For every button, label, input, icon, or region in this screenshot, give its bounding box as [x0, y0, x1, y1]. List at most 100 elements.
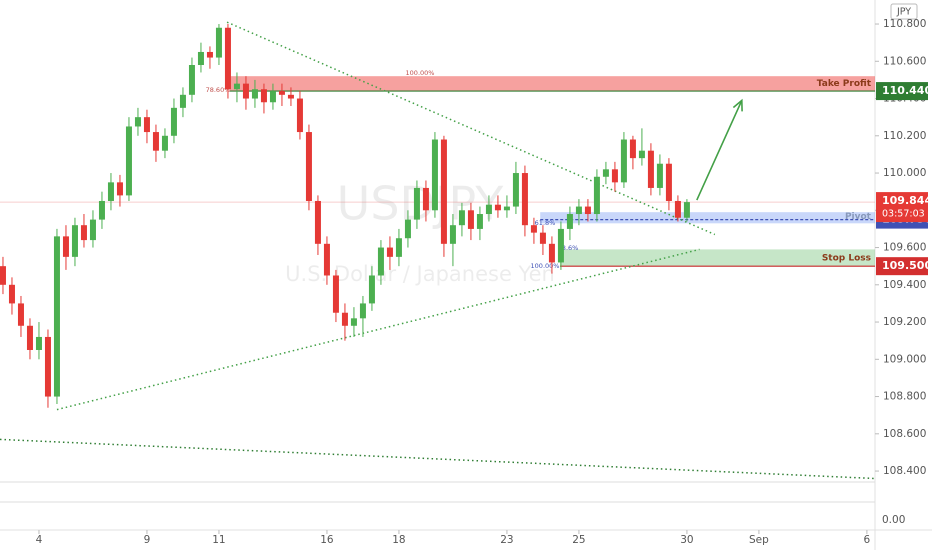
candle-body	[422, 187, 429, 211]
candle-body	[98, 200, 105, 220]
candle-body	[557, 228, 564, 263]
candle-body	[287, 94, 294, 99]
candle-body	[107, 182, 114, 201]
candle-body	[638, 150, 645, 159]
fib-label: 100.00%	[406, 69, 435, 77]
y-tick-label: 109.200	[883, 316, 926, 328]
candle-body	[224, 27, 231, 90]
candle-body	[161, 135, 168, 151]
candle-body	[476, 214, 483, 229]
currency: JPY	[896, 7, 911, 18]
x-tick-label: 25	[572, 534, 585, 546]
candle-body	[233, 83, 240, 90]
candle-body	[665, 163, 672, 201]
fib-label: 78.60%	[206, 86, 231, 94]
candle-body	[440, 139, 447, 244]
candle-body	[359, 303, 366, 319]
candle-body	[242, 83, 249, 99]
watermark-symbol: USDJPY	[337, 177, 505, 231]
candle-body	[269, 91, 276, 103]
trendline	[0, 438, 876, 480]
candle-body	[26, 325, 33, 350]
x-tick-label: 6	[864, 534, 871, 546]
candle-body	[197, 51, 204, 66]
y-tick-label: 110.600	[883, 55, 926, 67]
candle-body	[251, 89, 258, 99]
candle-body	[71, 225, 78, 257]
candle-body	[512, 173, 519, 207]
candle-body	[17, 303, 24, 326]
candle-body	[656, 163, 663, 188]
candle-body	[314, 200, 321, 244]
candle-body	[575, 206, 582, 215]
fib-label: 78.6%	[558, 244, 579, 252]
y-tick-label: 109.600	[883, 242, 926, 254]
volume-pane-label: 0.00	[882, 514, 905, 526]
candle-body	[602, 169, 609, 177]
candle-body	[89, 219, 96, 241]
candle-body	[386, 247, 393, 257]
candle-body	[647, 150, 654, 188]
candle-body	[674, 200, 681, 218]
candle-body	[530, 225, 537, 233]
candle-body	[143, 117, 150, 133]
watermark-description: U.S. Dollar / Japanese Yen	[285, 262, 555, 286]
candle-body	[332, 275, 339, 313]
y-tick-label: 110.200	[883, 130, 926, 142]
y-tick-label: 110.800	[883, 18, 926, 30]
candle-body	[629, 139, 636, 159]
candle-body	[323, 243, 330, 276]
candle-body	[305, 132, 312, 201]
candle-body	[62, 236, 69, 257]
candle-body	[413, 187, 420, 220]
candle-body	[539, 232, 546, 244]
candle-body	[125, 126, 132, 196]
x-tick-label: 30	[680, 534, 693, 546]
candle-body	[485, 204, 492, 215]
current-price-label: 109.844	[882, 194, 932, 207]
x-tick-label: Sep	[749, 534, 769, 546]
candle-body	[44, 336, 51, 397]
x-tick-label: 9	[144, 534, 151, 546]
candle-body	[152, 132, 159, 151]
candle-body	[0, 266, 6, 285]
candle-body	[215, 27, 222, 58]
candle-body	[395, 238, 402, 257]
candle-body	[467, 210, 474, 229]
candle-body	[179, 94, 186, 108]
currency-box	[890, 3, 918, 20]
x-tick-label: 4	[36, 534, 43, 546]
current-price-tag	[876, 192, 928, 223]
candle-body	[368, 275, 375, 304]
candle-body	[620, 139, 627, 183]
candle-body	[8, 284, 15, 304]
candle-body	[170, 107, 177, 136]
candle-body	[377, 247, 384, 276]
x-tick-label: 23	[500, 534, 513, 546]
y-tick-label: 108.800	[883, 391, 926, 403]
candle-body	[188, 65, 195, 95]
candle-body	[296, 98, 303, 133]
candle-body	[350, 318, 357, 326]
zone	[229, 76, 876, 92]
y-tick-label: 110.000	[883, 167, 926, 179]
fib-label: 61.8%	[535, 219, 556, 227]
candle-body	[458, 210, 465, 226]
candle-body	[449, 225, 456, 244]
candle-body	[584, 206, 591, 215]
y-tick-label: 108.400	[883, 465, 926, 477]
y-tick-label: 108.600	[883, 428, 926, 440]
candle-body	[548, 243, 555, 263]
x-tick-label: 16	[320, 534, 334, 546]
candle-body	[611, 169, 618, 183]
candle-body	[683, 202, 690, 218]
candle-body	[593, 176, 600, 215]
candle-body	[53, 236, 60, 397]
candle-body	[521, 173, 528, 226]
candle-body	[503, 206, 510, 211]
candle-body	[80, 225, 87, 241]
y-tick-label: 109.000	[883, 353, 926, 365]
candle-body	[494, 204, 501, 211]
x-tick-label: 18	[392, 534, 405, 546]
